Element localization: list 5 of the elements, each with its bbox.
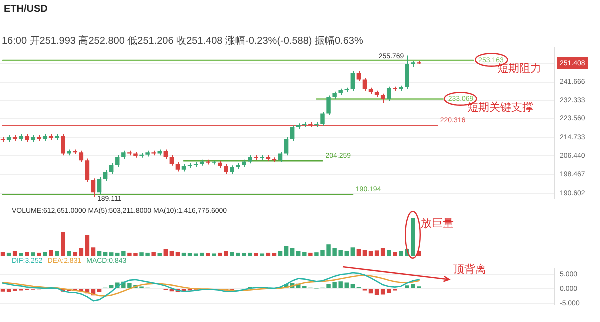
annotation: 顶背离 [453, 264, 486, 276]
annotation: 短期关键支撑 [467, 102, 534, 114]
chart-subtitle: 16:00 开251.993 高252.800 低251.206 收251.408 涨幅-0.23%(-0.588) 振幅0.63% [2, 34, 364, 48]
chart-title: ETH/USD [4, 4, 48, 15]
annotation: 放巨量 [421, 218, 454, 230]
